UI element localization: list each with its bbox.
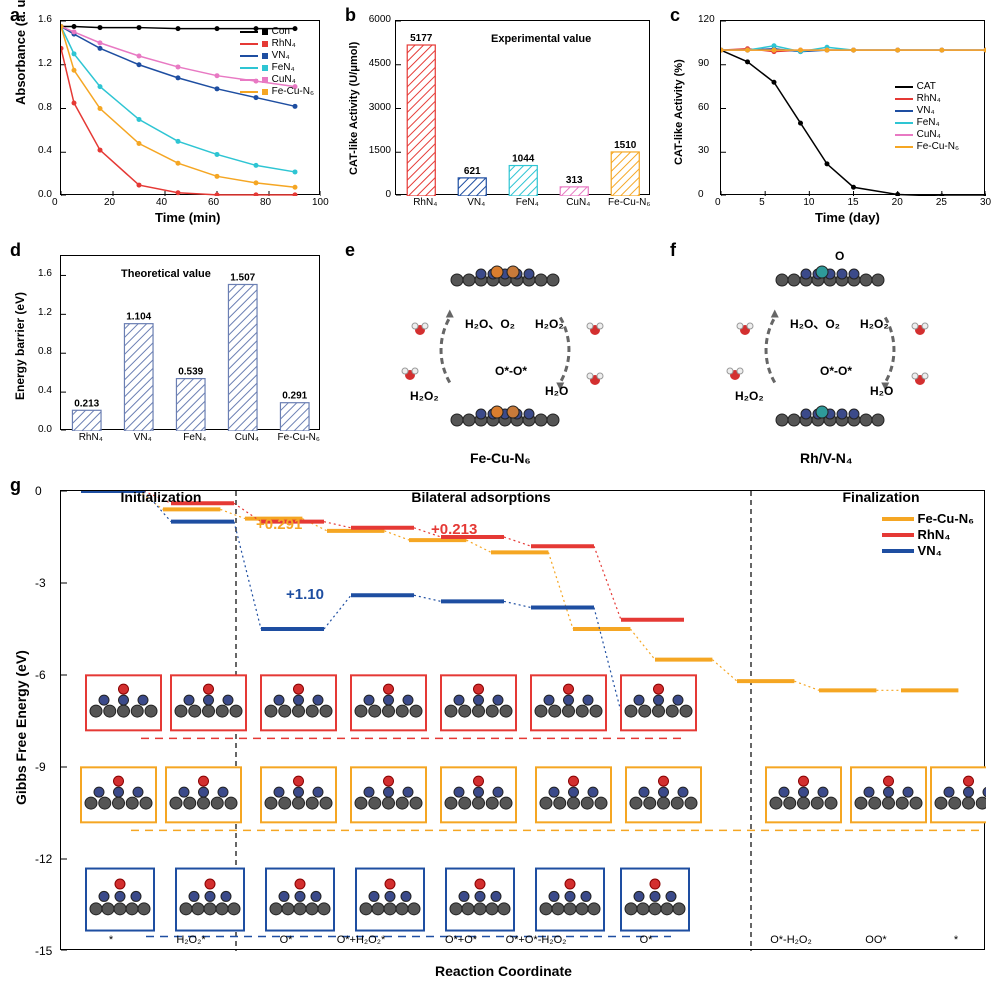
chart-g-svg: * H₂O₂* O* O*+H₂O₂* O*+O* O*+O*-H₂O₂ O* O*-H₂O₂… <box>61 491 986 951</box>
svg-text:O*: O* <box>280 934 294 946</box>
svg-text:H₂O₂: H₂O₂ <box>535 317 564 331</box>
panel-c: c CATRhN₄VN₄FeN₄CuN₄Fe-Cu-N₆ CAT-like Ac… <box>665 5 995 235</box>
panel-label-g: g <box>10 475 21 496</box>
svg-text:O*+O*: O*+O* <box>445 934 478 946</box>
legend-item: Fe-Cu-N₆ <box>895 141 959 152</box>
panel-d: d 0.213 1.104 0.539 1.507 0.291 Theoretical … <box>5 240 335 470</box>
legend-item: Fe-Cu-N₆ <box>882 511 974 526</box>
legend-item: RhN₄ <box>882 527 974 542</box>
legend-item: FeN₄ <box>240 62 314 73</box>
panel-g: g * H₂O₂* O* O*+H₂O₂* O*+O* O*+O*-H₂O₂ O* O*-H₂… <box>5 475 995 990</box>
svg-text:313: 313 <box>566 175 583 186</box>
cycle-e-svg: H₂O、O₂ H₂O₂ O*-O* H₂O H₂O₂ <box>340 240 660 470</box>
chart-c: CATRhN₄VN₄FeN₄CuN₄Fe-Cu-N₆ <box>720 20 985 195</box>
xlabel-c: Time (day) <box>815 210 880 225</box>
legend-item: Con <box>240 26 314 37</box>
legend-item: CuN₄ <box>895 129 959 140</box>
svg-text:O*+H₂O₂*: O*+H₂O₂* <box>337 934 386 946</box>
legend-item: RhN₄ <box>895 93 959 104</box>
svg-text:H₂O₂*: H₂O₂* <box>176 934 206 946</box>
panel-label-d: d <box>10 240 21 261</box>
legend-item: VN₄ <box>240 50 314 61</box>
svg-text:O*-H₂O₂: O*-H₂O₂ <box>770 934 812 946</box>
legend-c: CATRhN₄VN₄FeN₄CuN₄Fe-Cu-N₆ <box>895 81 959 153</box>
section-init: Initialization <box>101 489 221 505</box>
panel-a: a ConRhN₄VN₄FeN₄CuN₄Fe-Cu-N₆ Absorbance … <box>5 5 335 235</box>
svg-text:1.104: 1.104 <box>126 312 151 323</box>
xlabel-g: Reaction Coordinate <box>435 963 572 979</box>
annot-g-v: +1.10 <box>286 586 324 603</box>
svg-text:O*-O*: O*-O* <box>495 364 527 378</box>
legend-item: CuN₄ <box>240 74 314 85</box>
ylabel-d: Energy barrier (eV) <box>13 292 27 400</box>
svg-text:H₂O: H₂O <box>870 384 893 398</box>
svg-text:H₂O: H₂O <box>545 384 568 398</box>
svg-text:621: 621 <box>464 166 481 177</box>
panel-label-c: c <box>670 5 680 26</box>
ylabel-g: Gibbs Free Energy (eV) <box>13 650 29 805</box>
legend-item: FeN₄ <box>895 117 959 128</box>
legend-g: Fe-Cu-N₆RhN₄VN₄ <box>882 511 974 559</box>
ylabel-a: Absorbance (a. u.) <box>13 0 28 105</box>
legend-item: CAT <box>895 81 959 92</box>
panel-label-b: b <box>345 5 356 26</box>
legend-item: RhN₄ <box>240 38 314 49</box>
chart-g: * H₂O₂* O* O*+H₂O₂* O*+O* O*+O*-H₂O₂ O* O*-H₂O₂… <box>60 490 985 950</box>
annot-d: Theoretical value <box>121 268 211 280</box>
svg-text:1510: 1510 <box>614 140 637 151</box>
svg-text:*: * <box>954 934 959 946</box>
svg-text:H₂O、O₂: H₂O、O₂ <box>790 317 840 331</box>
ylabel-b: CAT-like Activity (U/μmol) <box>348 42 360 175</box>
panel-e: e H₂O、O₂H₂O₂O*-O*H₂OH₂O₂ Fe-Cu-N₆ <box>340 240 660 470</box>
svg-text:5177: 5177 <box>410 33 433 44</box>
ylabel-c: CAT-like Activity (%) <box>673 59 685 165</box>
svg-text:H₂O、O₂: H₂O、O₂ <box>465 317 515 331</box>
chart-b: 5177 621 1044 313 1510 Experimental value <box>395 20 650 195</box>
svg-text:0.539: 0.539 <box>178 367 203 378</box>
svg-text:H₂O₂: H₂O₂ <box>735 389 764 403</box>
legend-item: VN₄ <box>895 105 959 116</box>
svg-text:OO*: OO* <box>865 934 887 946</box>
svg-text:O: O <box>835 249 844 263</box>
section-bil: Bilateral adsorptions <box>381 489 581 505</box>
annot-g-fecu: +0.291 <box>256 516 302 533</box>
cycle-f-svg: H₂O、O₂ H₂O₂ O*-O* H₂O H₂O₂ O <box>665 240 995 470</box>
svg-text:0.291: 0.291 <box>282 391 307 402</box>
section-fin: Finalization <box>821 489 941 505</box>
chart-b-svg: 5177 621 1044 313 1510 <box>396 21 651 196</box>
svg-text:O*-O*: O*-O* <box>820 364 852 378</box>
svg-text:O*+O*-H₂O₂: O*+O*-H₂O₂ <box>506 934 567 946</box>
svg-text:*: * <box>109 934 114 946</box>
title-e: Fe-Cu-N₆ <box>470 450 531 466</box>
svg-text:0.213: 0.213 <box>74 398 99 409</box>
legend-item: Fe-Cu-N₆ <box>240 86 314 97</box>
figure-root: a ConRhN₄VN₄FeN₄CuN₄Fe-Cu-N₆ Absorbance … <box>0 0 1000 995</box>
svg-text:H₂O₂: H₂O₂ <box>410 389 439 403</box>
chart-d: 0.213 1.104 0.539 1.507 0.291 Theoretical va… <box>60 255 320 430</box>
panel-b: b 517762110443131510 Experimental value … <box>340 5 660 235</box>
legend-a: ConRhN₄VN₄FeN₄CuN₄Fe-Cu-N₆ <box>240 26 314 98</box>
annot-g-rh: +0.213 <box>431 521 477 538</box>
chart-d-svg: 0.213 1.104 0.539 1.507 0.291 <box>61 256 321 431</box>
chart-a: ConRhN₄VN₄FeN₄CuN₄Fe-Cu-N₆ <box>60 20 320 195</box>
svg-text:O*: O* <box>640 934 654 946</box>
legend-item: VN₄ <box>882 543 974 558</box>
svg-text:H₂O₂: H₂O₂ <box>860 317 889 331</box>
svg-text:1.507: 1.507 <box>230 272 255 283</box>
annot-b: Experimental value <box>491 33 591 45</box>
panel-f: f H₂O、O₂H₂O₂O*-O*H₂OH₂O₂O Rh/V-N₄ <box>665 240 995 470</box>
svg-text:1044: 1044 <box>512 154 535 165</box>
title-f: Rh/V-N₄ <box>800 450 853 466</box>
xlabel-a: Time (min) <box>155 210 221 225</box>
